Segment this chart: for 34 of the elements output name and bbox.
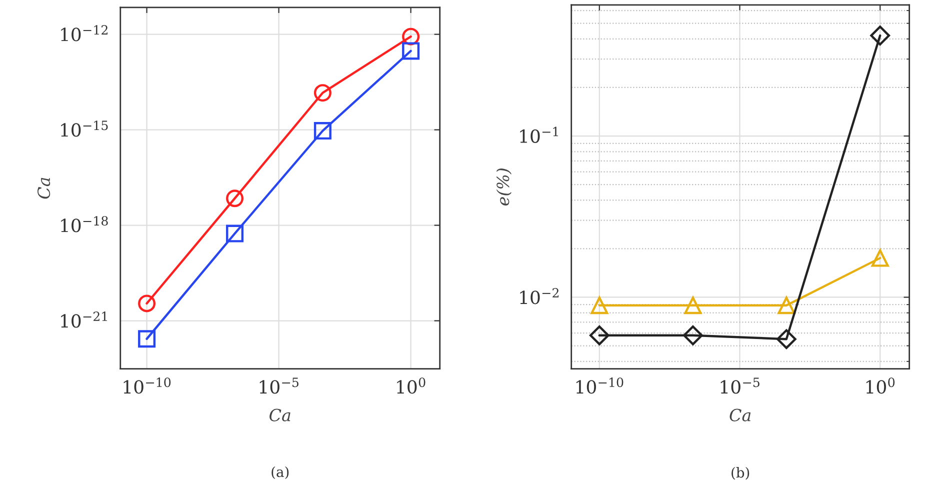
x-tick-label: 10$^{0}$	[397, 378, 426, 394]
point	[871, 249, 889, 267]
point	[226, 224, 244, 242]
text: (a)	[272, 466, 289, 480]
point	[589, 325, 610, 346]
y-tick-label: 10$^{−1}$	[520, 126, 558, 143]
point	[684, 296, 702, 314]
y-tick-label: 10$^{−2}$	[520, 288, 559, 304]
x-tick-label: 10$^{−5}$	[720, 378, 760, 394]
y-tick-label: 10$^{−15}$	[61, 120, 108, 137]
x-tick-label: 10$^{−10}$	[576, 378, 624, 394]
point	[138, 330, 156, 348]
point	[870, 26, 890, 46]
y-tick-label: 10$^{−18}$	[61, 216, 108, 232]
point	[778, 296, 796, 314]
point	[226, 190, 244, 208]
point	[402, 42, 420, 60]
point	[314, 122, 332, 140]
point	[314, 84, 332, 102]
text: (b)	[732, 467, 750, 480]
point	[402, 28, 420, 46]
point	[776, 329, 796, 350]
x-axis-title: Ca	[730, 408, 751, 422]
y-tick-label: 10$^{−12}$	[61, 25, 108, 42]
x-tick-label: 10$^{−5}$	[260, 378, 298, 394]
y-tick-label: 10$^{−21}$	[61, 312, 107, 328]
point	[683, 325, 703, 346]
x-axis-title: Ca	[270, 408, 290, 422]
x-tick-label: 10$^{−10}$	[124, 378, 171, 394]
y-axis-title: e(%)	[496, 168, 512, 206]
x-tick-label: 10$^{0}$	[866, 378, 895, 394]
point	[590, 296, 608, 314]
point	[138, 294, 156, 312]
y-axis-title: Ca	[38, 178, 50, 199]
